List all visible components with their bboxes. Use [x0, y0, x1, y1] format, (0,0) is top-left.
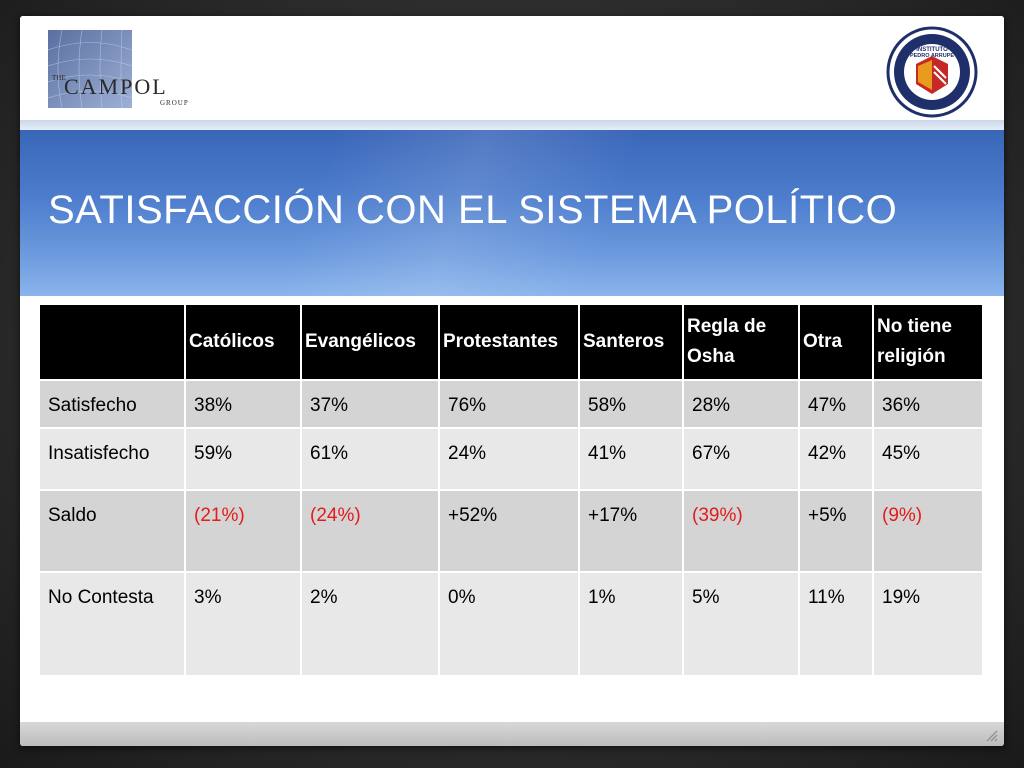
campol-logo-group: GROUP	[160, 99, 189, 107]
table-cell: 11%	[800, 573, 872, 675]
table-cell: 19%	[874, 573, 982, 675]
column-header: Católicos	[186, 305, 300, 379]
instituto-pedro-arrupe-logo: INSTITUTO PEDRO ARRUPE	[886, 26, 978, 118]
table-cell: 3%	[186, 573, 300, 675]
table-cell: 2%	[302, 573, 438, 675]
table-cell: 47%	[800, 381, 872, 427]
title-band	[20, 130, 1004, 296]
row-label: Insatisfecho	[40, 429, 184, 489]
religion-satisfaction-table: Católicos Evangélicos Protestantes Sante…	[38, 303, 984, 677]
slide: THE CAMPOL GROUP INSTITUTO PEDRO ARRUPE …	[20, 16, 1004, 746]
table-cell: +5%	[800, 491, 872, 571]
column-header: Evangélicos	[302, 305, 438, 379]
table-cell-negative: (21%)	[186, 491, 300, 571]
table-cell: 59%	[186, 429, 300, 489]
table-cell: 0%	[440, 573, 578, 675]
table-cell: 5%	[684, 573, 798, 675]
table-header-row: Católicos Evangélicos Protestantes Sante…	[40, 305, 982, 379]
column-header: No tiene religión	[874, 305, 982, 379]
column-header: Otra	[800, 305, 872, 379]
resize-grip-icon	[986, 730, 998, 742]
table-cell: 58%	[580, 381, 682, 427]
table-cell: 76%	[440, 381, 578, 427]
campol-logo-name: CAMPOL	[64, 74, 168, 99]
table-cell: 24%	[440, 429, 578, 489]
table-row: Satisfecho 38% 37% 76% 58% 28% 47% 36%	[40, 381, 982, 427]
slide-title: SATISFACCIÓN CON EL SISTEMA POLÍTICO	[48, 188, 898, 232]
table-row: Saldo (21%) (24%) +52% +17% (39%) +5% (9…	[40, 491, 982, 571]
table-cell: 42%	[800, 429, 872, 489]
column-header: Protestantes	[440, 305, 578, 379]
table-cell: 28%	[684, 381, 798, 427]
column-header: Santeros	[580, 305, 682, 379]
table-cell-negative: (24%)	[302, 491, 438, 571]
table-cell: 38%	[186, 381, 300, 427]
column-header	[40, 305, 184, 379]
table-cell: 36%	[874, 381, 982, 427]
table-row: Insatisfecho 59% 61% 24% 41% 67% 42% 45%	[40, 429, 982, 489]
table-cell: +17%	[580, 491, 682, 571]
table-cell-negative: (39%)	[684, 491, 798, 571]
campol-logo: THE CAMPOL GROUP	[48, 30, 189, 108]
logo-instituto: INSTITUTO	[916, 47, 948, 53]
row-label: Saldo	[40, 491, 184, 571]
table-row: No Contesta 3% 2% 0% 1% 5% 11% 19%	[40, 573, 982, 675]
table-cell: 41%	[580, 429, 682, 489]
table-cell: 67%	[684, 429, 798, 489]
campol-logo-the: THE	[52, 74, 66, 82]
row-label: No Contesta	[40, 573, 184, 675]
logo-pedro-arrupe: PEDRO ARRUPE	[910, 53, 954, 59]
table-cell-negative: (9%)	[874, 491, 982, 571]
slide-footer-bar	[20, 722, 1004, 746]
slide-header: THE CAMPOL GROUP INSTITUTO PEDRO ARRUPE	[20, 16, 1004, 123]
header-separator	[20, 120, 1004, 130]
table-cell: +52%	[440, 491, 578, 571]
table-cell: 37%	[302, 381, 438, 427]
table-cell: 45%	[874, 429, 982, 489]
table-cell: 61%	[302, 429, 438, 489]
table-cell: 1%	[580, 573, 682, 675]
column-header: Regla de Osha	[684, 305, 798, 379]
row-label: Satisfecho	[40, 381, 184, 427]
